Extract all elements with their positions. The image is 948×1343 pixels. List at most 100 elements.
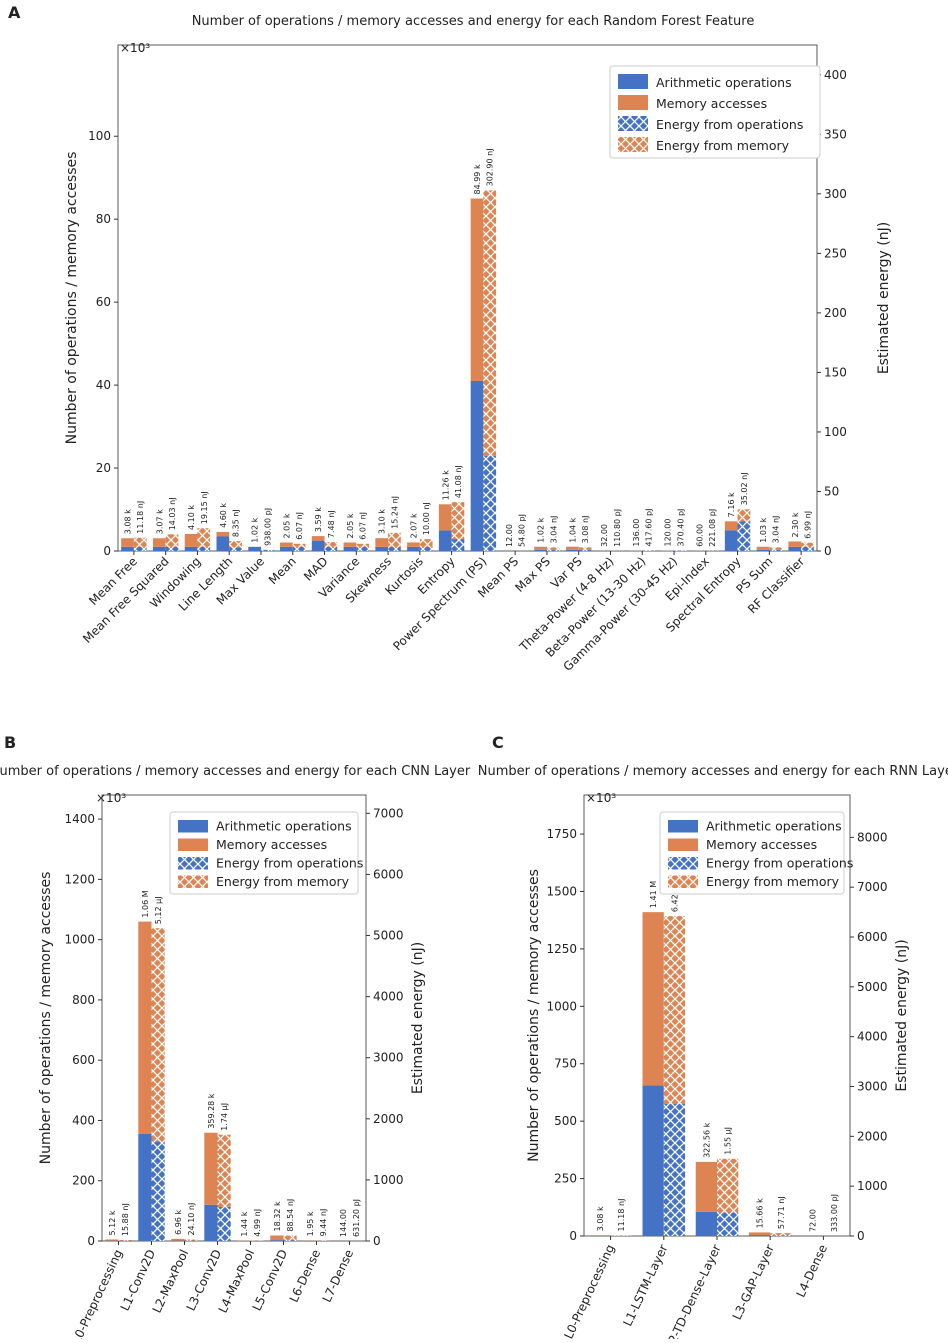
- legend-ops-label: Arithmetic operations: [656, 75, 792, 90]
- data-label-count: 1.02 k: [537, 517, 546, 542]
- data-label-energy: 417.60 pJ: [645, 509, 654, 547]
- bar-mem: [153, 538, 166, 547]
- y-tick-label: 1000: [64, 933, 95, 947]
- bar-energy-mem: [152, 928, 165, 1141]
- bar-mem: [566, 547, 579, 550]
- data-label-count: 72.00: [809, 1209, 818, 1232]
- bar-energy-ops: [483, 456, 496, 551]
- bar-energy-mem: [356, 544, 369, 547]
- legend-mem-swatch: [618, 95, 648, 110]
- bar-energy-mem: [579, 547, 592, 549]
- bar-ops: [696, 1212, 717, 1236]
- legend-energy-mem-swatch: [178, 876, 208, 889]
- bar-energy-ops: [218, 1207, 231, 1241]
- bar-energy-mem: [284, 1236, 297, 1240]
- data-label-count: 3.59 k: [314, 507, 323, 532]
- bar-mem: [725, 521, 738, 530]
- y2-tick-label: 8000: [857, 830, 888, 844]
- data-label-energy: 1.74 μJ: [220, 1103, 229, 1131]
- bar-mem: [216, 532, 229, 537]
- bar-mem: [375, 538, 388, 547]
- bar-energy-ops: [770, 1235, 791, 1236]
- data-label-energy: 9.44 nJ: [319, 1209, 328, 1237]
- bar-energy-mem: [738, 509, 751, 521]
- bar-ops: [121, 547, 134, 551]
- bar-ops: [312, 541, 325, 551]
- data-label-energy: 5.12 μJ: [154, 896, 163, 924]
- legend-mem-swatch: [178, 839, 208, 852]
- bar-energy-mem: [801, 543, 814, 547]
- y2-tick-label: 0: [857, 1229, 865, 1243]
- y-tick-label: 0: [87, 1234, 95, 1248]
- axis-multiplier: ×10³: [120, 41, 150, 55]
- y2-tick-label: 0: [373, 1234, 381, 1248]
- y-tick-label: 200: [72, 1174, 95, 1188]
- data-label-energy: 221.08 pJ: [708, 509, 717, 547]
- legend-energy-mem-label: Energy from memory: [656, 138, 790, 153]
- y-tick-label: 1500: [546, 884, 577, 898]
- legend-mem-swatch: [668, 839, 698, 852]
- legend-ops-label: Arithmetic operations: [216, 819, 352, 834]
- bar-mem: [471, 199, 484, 381]
- data-label-energy: 3.04 nJ: [549, 516, 558, 544]
- data-label-count: 359.28 k: [207, 1093, 216, 1129]
- panel-label-c: C: [492, 733, 504, 752]
- bar-energy-mem: [166, 534, 179, 547]
- y2-tick-label: 350: [824, 127, 847, 141]
- legend-ops-swatch: [668, 820, 698, 833]
- bar-energy-mem: [452, 502, 465, 539]
- category-label: L3-GAP-Layer: [730, 1242, 777, 1322]
- legend-energy-ops-label: Energy from operations: [656, 117, 803, 132]
- bar-ops: [138, 1134, 151, 1241]
- data-label-count: 3.10 k: [378, 509, 387, 534]
- data-label-energy: 302.90 nJ: [486, 148, 495, 186]
- bar-mem: [185, 534, 198, 547]
- bar-energy-mem: [388, 533, 401, 547]
- bar-energy-ops: [717, 1213, 738, 1236]
- y-tick-label: 800: [72, 993, 95, 1007]
- bar-mem: [171, 1239, 184, 1241]
- legend-energy-ops-swatch: [668, 857, 698, 870]
- y-tick-label: 100: [88, 129, 111, 143]
- bar-ops: [725, 530, 738, 551]
- y-tick-label: 80: [96, 212, 111, 226]
- y2-tick-label: 4000: [373, 990, 404, 1004]
- bar-mem: [788, 541, 801, 546]
- y2-axis-label: Estimated energy (nJ): [876, 222, 892, 374]
- bar-mem: [439, 504, 452, 530]
- bar-mem: [138, 922, 151, 1134]
- panel-label-b: B: [4, 733, 16, 752]
- y2-axis-label: Estimated energy (nJ): [410, 942, 426, 1094]
- y-tick-label: 250: [554, 1172, 577, 1186]
- y2-tick-label: 300: [824, 187, 847, 201]
- category-label: L5-Conv2D: [250, 1247, 291, 1313]
- y-tick-label: 0: [569, 1229, 577, 1243]
- y2-tick-label: 7000: [857, 880, 888, 894]
- data-label-energy: 938.00 pJ: [263, 508, 272, 546]
- data-label-energy: 24.10 nJ: [187, 1203, 196, 1236]
- legend-energy-mem-swatch: [668, 876, 698, 889]
- data-label-count: 2.05 k: [346, 513, 355, 538]
- bar-energy-ops: [547, 550, 560, 551]
- y2-tick-label: 200: [824, 306, 847, 320]
- bar-energy-ops: [579, 550, 592, 551]
- bar-mem: [749, 1232, 770, 1235]
- bar-energy-ops: [325, 547, 338, 551]
- data-label-energy: 4.99 nJ: [253, 1209, 262, 1237]
- legend-energy-ops-label: Energy from operations: [216, 856, 363, 871]
- bar-energy-mem: [218, 1135, 231, 1207]
- bar-energy-ops: [356, 547, 369, 551]
- bar-ops: [643, 1086, 664, 1236]
- y2-tick-label: 5000: [373, 929, 404, 943]
- y-axis-label: Number of operations / memory accesses: [38, 872, 54, 1165]
- data-label-count: 84.99 k: [473, 164, 482, 194]
- y2-tick-label: 7000: [373, 806, 404, 820]
- bar-mem: [643, 912, 664, 1085]
- bar-ops: [344, 547, 357, 551]
- data-label-count: 322.56 k: [702, 1122, 711, 1158]
- y-tick-label: 1250: [546, 942, 577, 956]
- data-label-count: 4.10 k: [187, 505, 196, 530]
- data-label-count: 2.30 k: [791, 512, 800, 537]
- bar-ops: [788, 547, 801, 551]
